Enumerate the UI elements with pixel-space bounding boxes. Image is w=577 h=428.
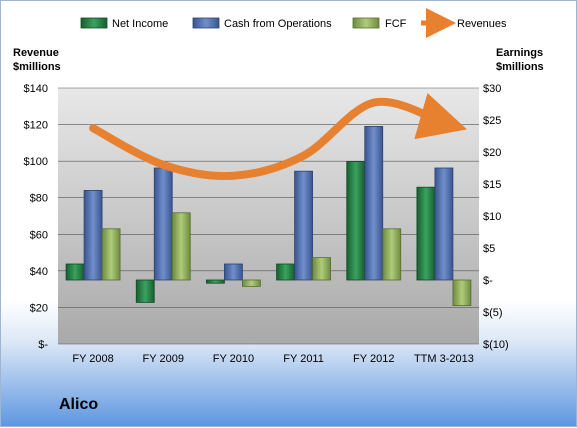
- x-axis-ticks: FY 2008 FY 2009 FY 2010 FY 2011 FY 2012 TTM 3…: [72, 353, 473, 365]
- bar-fcf-fy-2012: [382, 228, 402, 281]
- x-tick-label: FY 2011: [283, 353, 324, 365]
- bar-cash-from-operations-fy-2008: [83, 189, 103, 281]
- left-tick-label: $40: [30, 266, 48, 278]
- plot-area: [58, 88, 479, 344]
- bar-fcf-fy-2011: [312, 257, 331, 281]
- bar-cash-from-operations-fy-2011: [294, 170, 313, 281]
- left-axis-title-line1: Revenue: [13, 47, 59, 59]
- right-tick-label: $30: [483, 83, 501, 95]
- left-tick-label: $20: [30, 302, 48, 314]
- bar-fcf-fy-2010: [242, 279, 261, 287]
- bar-net-income-ttm-3-2013: [416, 186, 436, 281]
- line-revenues: [89, 93, 467, 181]
- bar-net-income-fy-2011: [276, 263, 295, 281]
- revenue-line-layer: [89, 93, 467, 181]
- bar-cash-from-operations-fy-2009: [153, 167, 173, 281]
- left-tick-label: $120: [24, 120, 48, 132]
- right-tick-label: $(5): [483, 307, 503, 319]
- right-axis-title-line2: $millions: [496, 61, 544, 73]
- bar-net-income-fy-2009: [135, 279, 155, 303]
- x-tick-label: TTM 3-2013: [414, 353, 474, 365]
- bar-cash-from-operations-ttm-3-2013: [434, 167, 454, 281]
- legend-label-fcf: FCF: [385, 18, 407, 30]
- left-tick-label: $140: [24, 83, 48, 95]
- left-axis-title-line2: $millions: [13, 61, 61, 73]
- right-tick-label: $10: [483, 211, 501, 223]
- left-axis-ticks: $- $20 $40 $60 $80 $100 $120 $140: [24, 83, 49, 351]
- left-tick-label: $80: [30, 193, 48, 205]
- right-axis-title-line1: Earnings: [496, 47, 543, 59]
- right-tick-label: $-: [483, 275, 493, 287]
- bar-cash-from-operations-fy-2012: [364, 126, 384, 281]
- x-tick-label: FY 2010: [213, 353, 254, 365]
- right-tick-label: $5: [483, 243, 495, 255]
- legend-swatch-net-income: [80, 17, 108, 29]
- left-tick-label: $-: [38, 339, 48, 351]
- right-tick-label: $15: [483, 179, 501, 191]
- left-tick-label: $60: [30, 229, 48, 241]
- grid-lines: [58, 87, 479, 345]
- right-tick-label: $25: [483, 115, 501, 127]
- legend-label-revenues: Revenues: [457, 18, 507, 30]
- company-name: Alico: [59, 396, 99, 413]
- right-tick-label: $20: [483, 147, 501, 159]
- left-tick-label: $100: [24, 156, 48, 168]
- legend-label-cash-from-operations: Cash from Operations: [224, 18, 332, 30]
- x-tick-label: FY 2008: [72, 353, 113, 365]
- bar-cash-from-operations-fy-2010: [224, 263, 243, 281]
- legend-label-net-income: Net Income: [112, 18, 168, 30]
- legend-swatch-cash-from-operations: [192, 17, 220, 29]
- bar-fcf-ttm-3-2013: [452, 279, 472, 307]
- bar-net-income-fy-2010: [206, 279, 225, 284]
- legend-swatch-fcf: [352, 17, 380, 29]
- x-tick-label: FY 2012: [353, 353, 394, 365]
- bar-net-income-fy-2008: [65, 263, 85, 281]
- bar-net-income-fy-2012: [346, 161, 366, 281]
- bar-fcf-fy-2009: [171, 212, 191, 281]
- x-tick-label: FY 2009: [143, 353, 184, 365]
- right-tick-label: $(10): [483, 339, 509, 351]
- right-axis-ticks: $(10) $(5) $- $5 $10 $15 $20 $25 $30: [483, 83, 509, 351]
- bar-fcf-fy-2008: [101, 228, 121, 281]
- bar-layer: [65, 126, 472, 307]
- legend: Net Income Cash from Operations FCF Reve…: [80, 8, 507, 38]
